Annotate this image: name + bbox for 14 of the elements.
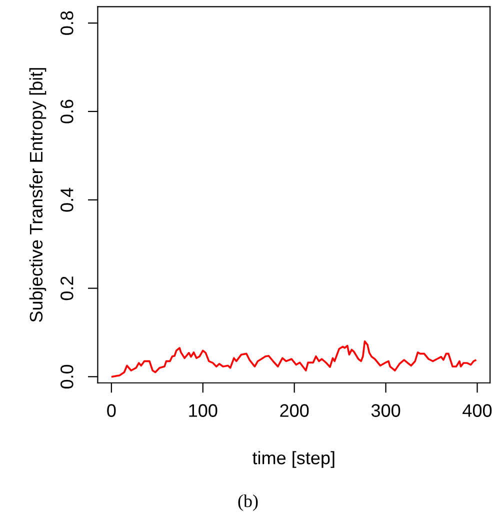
x-tick-label: 300 <box>371 404 400 417</box>
y-tick-label: 0.6 <box>60 100 74 124</box>
y-tick-label: 0.8 <box>60 11 74 35</box>
line-series <box>111 340 476 378</box>
y-axis-title: Subjective Transfer Entropy [bit] <box>29 68 46 322</box>
x-axis-title: time [step] <box>252 451 334 468</box>
x-tick-label: 200 <box>280 404 309 417</box>
y-tick-label: 0.2 <box>60 276 74 300</box>
y-tick-label: 0.0 <box>60 364 74 389</box>
x-tick-label: 0 <box>107 404 116 417</box>
x-tick-label: 100 <box>189 404 218 417</box>
y-tick-label: 0.4 <box>60 188 74 212</box>
text: (b) <box>238 494 258 511</box>
x-tick-label: 400 <box>462 404 492 417</box>
